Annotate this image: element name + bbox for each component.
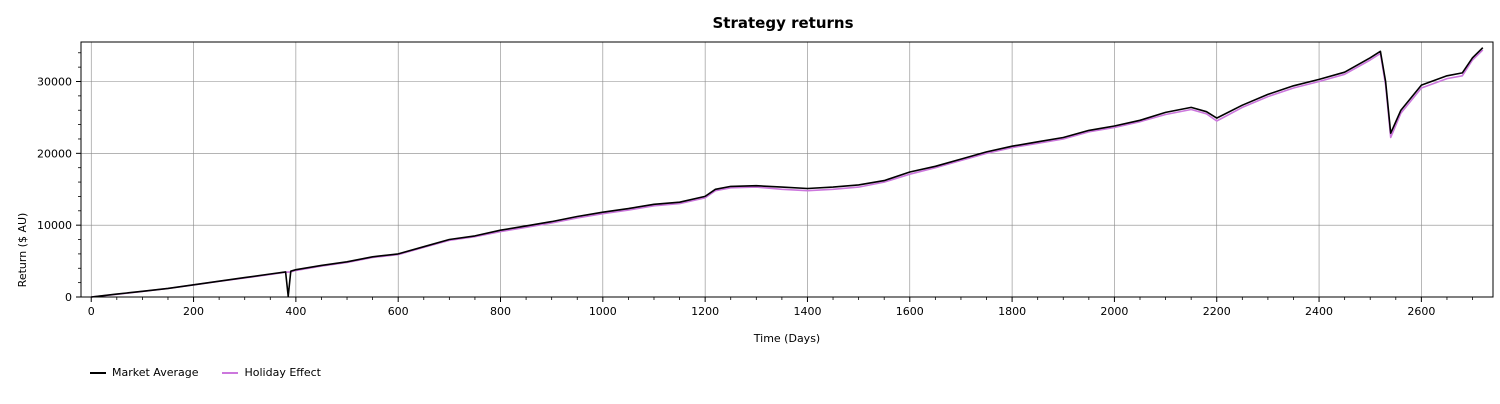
legend: Market Average Holiday Effect [90, 366, 321, 379]
x-tick-label: 2400 [1305, 305, 1333, 318]
x-tick-label: 2000 [1100, 305, 1128, 318]
x-tick-label: 1600 [896, 305, 924, 318]
x-tick-label: 2600 [1407, 305, 1435, 318]
x-tick-label: 1800 [998, 305, 1026, 318]
series-lines [91, 47, 1484, 298]
x-tick-label: 1400 [793, 305, 821, 318]
y-tick-label: 20000 [37, 147, 72, 160]
x-tick-label: 800 [490, 305, 511, 318]
x-axis-label: Time (Days) [753, 332, 820, 345]
x-tick-label: 400 [285, 305, 306, 318]
chart-title: Strategy returns [713, 14, 854, 32]
x-tick-label: 0 [88, 305, 95, 318]
axis-ticks: 0 200 400 600 800 1000 1200 1400 1600 1800 2000 220… [37, 52, 1473, 318]
series-line-holiday-effect [91, 49, 1484, 298]
grid-lines [81, 42, 1493, 298]
x-tick-label: 600 [388, 305, 409, 318]
y-tick-label: 0 [65, 291, 72, 304]
y-tick-label: 10000 [37, 219, 72, 232]
legend-item: Market Average [90, 366, 198, 379]
x-tick-label: 1200 [691, 305, 719, 318]
legend-item: Holiday Effect [222, 366, 321, 379]
plot-frame [80, 41, 1494, 298]
x-tick-label: 200 [183, 305, 204, 318]
legend-swatch [90, 371, 106, 374]
legend-label: Market Average [112, 366, 199, 379]
legend-label: Holiday Effect [244, 366, 321, 379]
series-line-market-average [91, 47, 1484, 298]
x-tick-label: 2200 [1203, 305, 1231, 318]
y-axis-label: Return ($ AU) [16, 213, 29, 288]
x-tick-label: 1000 [589, 305, 617, 318]
y-tick-label: 30000 [37, 76, 72, 89]
legend-swatch [222, 371, 239, 374]
